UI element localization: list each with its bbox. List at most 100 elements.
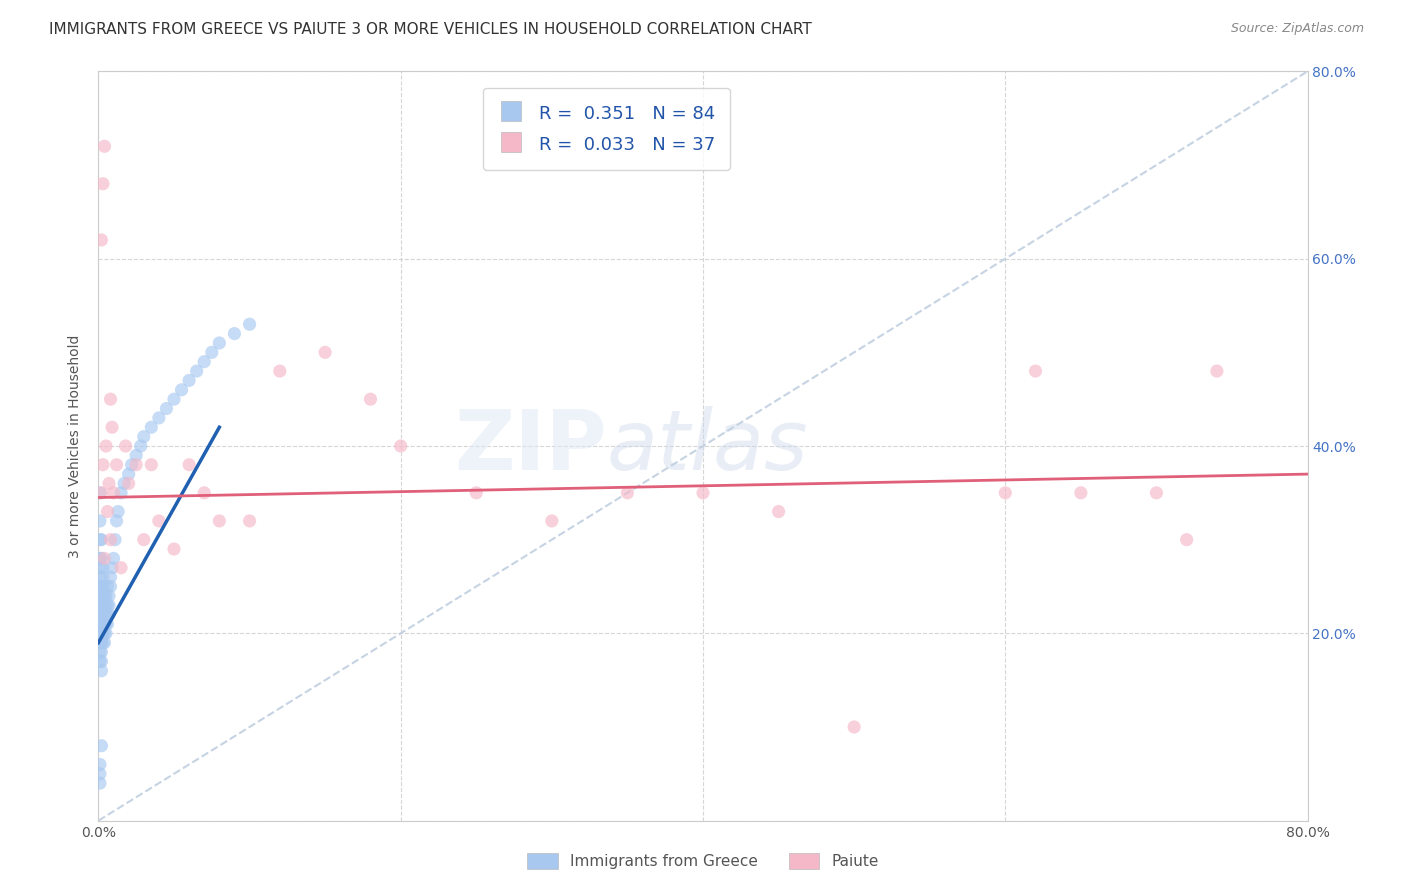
Point bbox=[193, 486, 215, 500]
Point bbox=[90, 486, 112, 500]
Point bbox=[94, 617, 117, 632]
Point bbox=[96, 580, 118, 594]
Point bbox=[89, 599, 111, 613]
Point bbox=[148, 514, 170, 528]
Point bbox=[224, 326, 246, 341]
Point bbox=[96, 599, 118, 613]
Point bbox=[994, 486, 1017, 500]
Point bbox=[93, 607, 115, 622]
Legend: Immigrants from Greece, Paiute: Immigrants from Greece, Paiute bbox=[522, 847, 884, 875]
Point bbox=[94, 607, 117, 622]
Point bbox=[100, 392, 122, 407]
Point bbox=[132, 430, 155, 444]
Point bbox=[94, 439, 117, 453]
Point bbox=[93, 139, 115, 153]
Point bbox=[186, 364, 208, 378]
Point bbox=[91, 635, 114, 649]
Point bbox=[89, 570, 111, 584]
Point bbox=[90, 607, 112, 622]
Point bbox=[91, 626, 114, 640]
Point bbox=[94, 589, 117, 603]
Point bbox=[104, 533, 127, 547]
Point bbox=[89, 580, 111, 594]
Point bbox=[90, 645, 112, 659]
Point bbox=[91, 599, 114, 613]
Point bbox=[201, 345, 224, 359]
Point bbox=[93, 599, 115, 613]
Point bbox=[1206, 364, 1229, 378]
Point bbox=[93, 589, 115, 603]
Point bbox=[208, 514, 231, 528]
Point bbox=[163, 392, 186, 407]
Point bbox=[96, 617, 118, 632]
Point bbox=[90, 617, 112, 632]
Point bbox=[540, 514, 562, 528]
Point bbox=[98, 599, 121, 613]
Point bbox=[90, 664, 112, 678]
Point bbox=[93, 626, 115, 640]
Point bbox=[89, 635, 111, 649]
Point bbox=[105, 514, 128, 528]
Point bbox=[89, 533, 111, 547]
Point bbox=[110, 486, 132, 500]
Point bbox=[107, 505, 129, 519]
Point bbox=[90, 233, 112, 247]
Point bbox=[148, 411, 170, 425]
Point bbox=[91, 561, 114, 575]
Point bbox=[89, 645, 111, 659]
Point bbox=[193, 355, 215, 369]
Point bbox=[89, 486, 111, 500]
Point bbox=[94, 599, 117, 613]
Point bbox=[114, 439, 136, 453]
Point bbox=[91, 580, 114, 594]
Point bbox=[105, 458, 128, 472]
Point bbox=[89, 561, 111, 575]
Point bbox=[239, 318, 262, 332]
Point bbox=[125, 449, 148, 463]
Point bbox=[179, 374, 201, 388]
Point bbox=[93, 635, 115, 649]
Point bbox=[90, 551, 112, 566]
Point bbox=[141, 420, 163, 434]
Point bbox=[90, 599, 112, 613]
Point bbox=[93, 551, 115, 566]
Point bbox=[90, 533, 112, 547]
Point bbox=[89, 514, 111, 528]
Legend: R =  0.351   N = 84, R =  0.033   N = 37: R = 0.351 N = 84, R = 0.033 N = 37 bbox=[482, 88, 730, 169]
Point bbox=[112, 476, 135, 491]
Point bbox=[89, 607, 111, 622]
Point bbox=[91, 607, 114, 622]
Point bbox=[360, 392, 382, 407]
Text: IMMIGRANTS FROM GREECE VS PAIUTE 3 OR MORE VEHICLES IN HOUSEHOLD CORRELATION CHA: IMMIGRANTS FROM GREECE VS PAIUTE 3 OR MO… bbox=[49, 22, 811, 37]
Point bbox=[155, 401, 177, 416]
Point bbox=[118, 476, 141, 491]
Point bbox=[98, 607, 121, 622]
Point bbox=[90, 589, 112, 603]
Point bbox=[465, 486, 488, 500]
Point bbox=[90, 739, 112, 753]
Text: ZIP: ZIP bbox=[454, 406, 606, 486]
Point bbox=[98, 589, 121, 603]
Point bbox=[1070, 486, 1092, 500]
Text: atlas: atlas bbox=[606, 406, 808, 486]
Point bbox=[163, 542, 186, 557]
Point bbox=[94, 626, 117, 640]
Point bbox=[389, 439, 412, 453]
Point bbox=[132, 533, 155, 547]
Point bbox=[239, 514, 262, 528]
Point bbox=[91, 177, 114, 191]
Y-axis label: 3 or more Vehicles in Household: 3 or more Vehicles in Household bbox=[69, 334, 83, 558]
Text: Source: ZipAtlas.com: Source: ZipAtlas.com bbox=[1230, 22, 1364, 36]
Point bbox=[103, 551, 125, 566]
Point bbox=[1175, 533, 1198, 547]
Point bbox=[100, 580, 122, 594]
Point bbox=[129, 439, 152, 453]
Point bbox=[103, 486, 125, 500]
Point bbox=[91, 458, 114, 472]
Point bbox=[121, 458, 143, 472]
Point bbox=[89, 776, 111, 790]
Point bbox=[90, 626, 112, 640]
Point bbox=[844, 720, 866, 734]
Point bbox=[96, 607, 118, 622]
Point bbox=[179, 458, 201, 472]
